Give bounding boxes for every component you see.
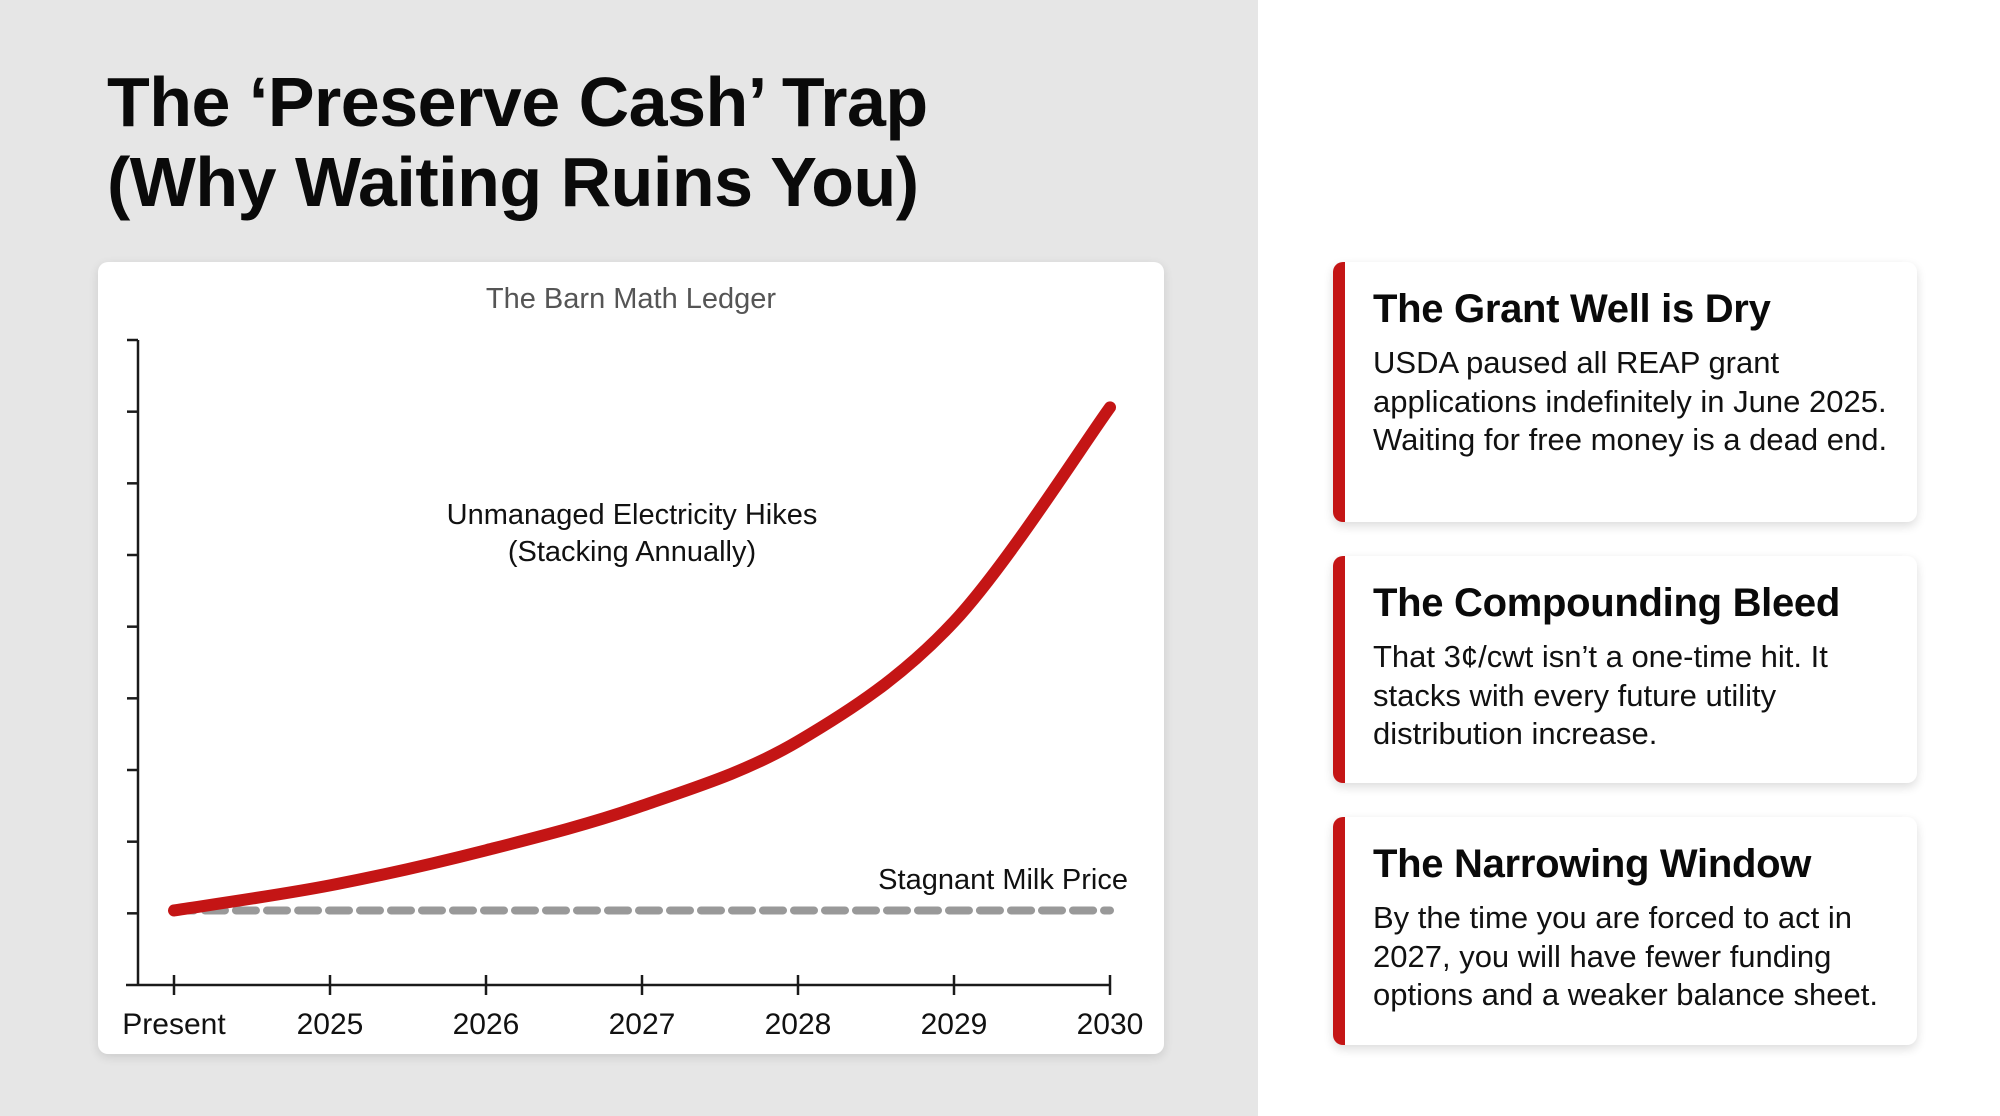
x-tick-label: 2025 (297, 1008, 364, 1041)
card-accent-bar (1333, 556, 1345, 783)
x-tick-label: 2028 (765, 1008, 832, 1041)
info-card-compounding-bleed: The Compounding Bleed That 3¢/cwt isn’t … (1333, 556, 1917, 783)
series-label-milk-price: Stagnant Milk Price (878, 864, 1128, 896)
chart-card: The Barn Math Ledger Present 2025 2026 2027… (98, 262, 1164, 1054)
x-tick-label: 2027 (609, 1008, 676, 1041)
x-tick-label: Present (122, 1008, 226, 1041)
card-body: USDA paused all REAP grant applications … (1373, 345, 1888, 457)
chart-labels: Unmanaged Electricity Hikes (Stacking Ann… (447, 499, 1128, 896)
barn-math-ledger-chart: The Barn Math Ledger Present 2025 2026 2027… (122, 283, 1144, 1041)
info-card-grant-well: The Grant Well is Dry USDA paused all RE… (1333, 262, 1917, 522)
chart-series (168, 401, 1116, 917)
page-title-line1: The ‘Preserve Cash’ Trap (107, 63, 928, 141)
chart-title: The Barn Math Ledger (486, 283, 777, 315)
page-title: The ‘Preserve Cash’ Trap (Why Waiting Ru… (107, 62, 928, 222)
info-card-narrowing-window: The Narrowing Window By the time you are… (1333, 817, 1917, 1045)
card-accent-bar (1333, 817, 1345, 1045)
chart-axes: Present 2025 2026 2027 2028 2029 2030 (122, 338, 1144, 1041)
series-label-electricity-hikes-line2: (Stacking Annually) (508, 536, 756, 568)
x-tick-label: 2030 (1077, 1008, 1144, 1041)
x-tick-label: 2029 (921, 1008, 988, 1041)
card-accent-bar (1333, 262, 1345, 522)
series-line-electricity-hikes (168, 401, 1116, 917)
x-tick-label: 2026 (453, 1008, 520, 1041)
card-title: The Narrowing Window (1373, 842, 1812, 886)
series-label-electricity-hikes: Unmanaged Electricity Hikes (447, 499, 818, 531)
page-title-line2: (Why Waiting Ruins You) (107, 143, 919, 221)
card-body: That 3¢/cwt isn’t a one-time hit. It sta… (1373, 639, 1828, 751)
card-title: The Grant Well is Dry (1373, 287, 1771, 331)
card-body: By the time you are forced to act in 202… (1373, 900, 1878, 1012)
card-title: The Compounding Bleed (1373, 581, 1841, 625)
